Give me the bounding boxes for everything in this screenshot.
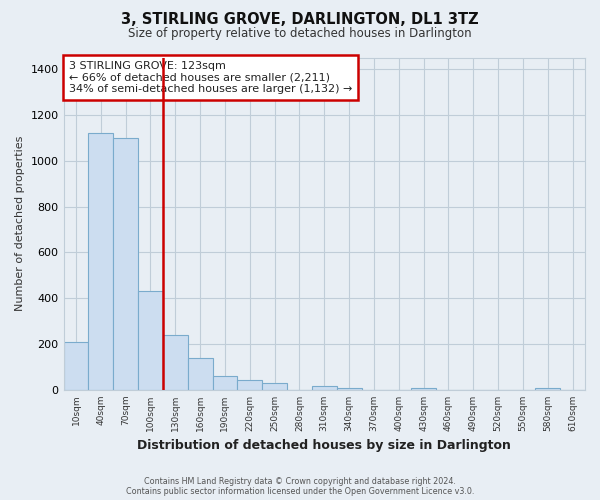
Bar bbox=[337, 388, 362, 390]
Bar bbox=[212, 376, 238, 390]
Y-axis label: Number of detached properties: Number of detached properties bbox=[15, 136, 25, 312]
Bar bbox=[113, 138, 138, 390]
Text: 3 STIRLING GROVE: 123sqm
← 66% of detached houses are smaller (2,211)
34% of sem: 3 STIRLING GROVE: 123sqm ← 66% of detach… bbox=[69, 61, 352, 94]
Text: Contains HM Land Registry data © Crown copyright and database right 2024.
Contai: Contains HM Land Registry data © Crown c… bbox=[126, 476, 474, 496]
Bar bbox=[411, 388, 436, 390]
Bar bbox=[163, 335, 188, 390]
Bar bbox=[64, 342, 88, 390]
Bar bbox=[238, 380, 262, 390]
Bar bbox=[188, 358, 212, 390]
Bar bbox=[138, 292, 163, 390]
Text: Size of property relative to detached houses in Darlington: Size of property relative to detached ho… bbox=[128, 28, 472, 40]
Bar bbox=[312, 386, 337, 390]
X-axis label: Distribution of detached houses by size in Darlington: Distribution of detached houses by size … bbox=[137, 440, 511, 452]
Bar bbox=[262, 383, 287, 390]
Bar bbox=[535, 388, 560, 390]
Text: 3, STIRLING GROVE, DARLINGTON, DL1 3TZ: 3, STIRLING GROVE, DARLINGTON, DL1 3TZ bbox=[121, 12, 479, 28]
Bar bbox=[88, 133, 113, 390]
